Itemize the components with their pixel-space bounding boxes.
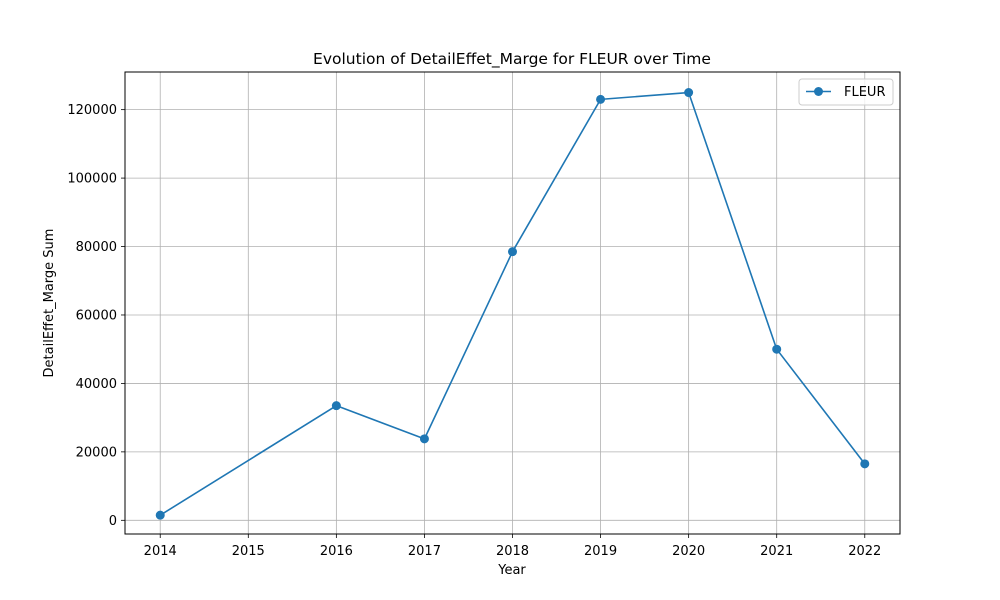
x-tick-label: 2022 bbox=[848, 544, 881, 559]
legend-label-fleur: FLEUR bbox=[844, 85, 885, 100]
x-tick-label: 2018 bbox=[496, 544, 529, 559]
y-tick-label: 80000 bbox=[76, 240, 117, 255]
y-tick-label: 120000 bbox=[67, 103, 117, 118]
y-tick-label: 40000 bbox=[76, 377, 117, 392]
series-layer bbox=[155, 88, 870, 520]
data-point-2016 bbox=[331, 401, 341, 411]
x-axis-label: Year bbox=[497, 563, 526, 578]
data-point-2017 bbox=[419, 434, 429, 444]
y-tick-label: 100000 bbox=[67, 172, 117, 187]
legend: FLEUR bbox=[798, 78, 894, 106]
chart-title: Evolution of DetailEffet_Marge for FLEUR… bbox=[313, 50, 711, 69]
legend-box bbox=[798, 78, 894, 106]
x-tick-label: 2017 bbox=[408, 544, 441, 559]
data-point-2022 bbox=[860, 459, 870, 469]
y-tick-label: 0 bbox=[109, 514, 117, 529]
x-tick-label: 2019 bbox=[584, 544, 617, 559]
y-tick-label: 20000 bbox=[76, 445, 117, 460]
x-tick-label: 2016 bbox=[320, 544, 353, 559]
series-line-fleur bbox=[159, 91, 866, 516]
data-point-2021 bbox=[772, 344, 782, 354]
data-point-2018 bbox=[508, 247, 517, 257]
data-point-2014 bbox=[155, 510, 165, 520]
y-tick-label: 60000 bbox=[76, 308, 117, 323]
x-tick-label: 2014 bbox=[144, 544, 177, 559]
x-tick-label: 2015 bbox=[232, 544, 265, 559]
x-tick-label: 2020 bbox=[672, 544, 705, 559]
x-axis: 2014 2015 2016 2017 2018 2019 2020 2021 2022 bbox=[144, 534, 881, 559]
data-point-2020 bbox=[684, 88, 694, 98]
grid-lines bbox=[125, 72, 900, 534]
y-axis-label: DetailEffet_Marge Sum bbox=[42, 229, 57, 378]
x-tick-label: 2021 bbox=[760, 544, 793, 559]
y-axis: 0 20000 40000 60000 80000 100000 120000 bbox=[67, 103, 125, 529]
legend-marker-fleur bbox=[814, 87, 823, 96]
data-point-2019 bbox=[596, 94, 606, 104]
